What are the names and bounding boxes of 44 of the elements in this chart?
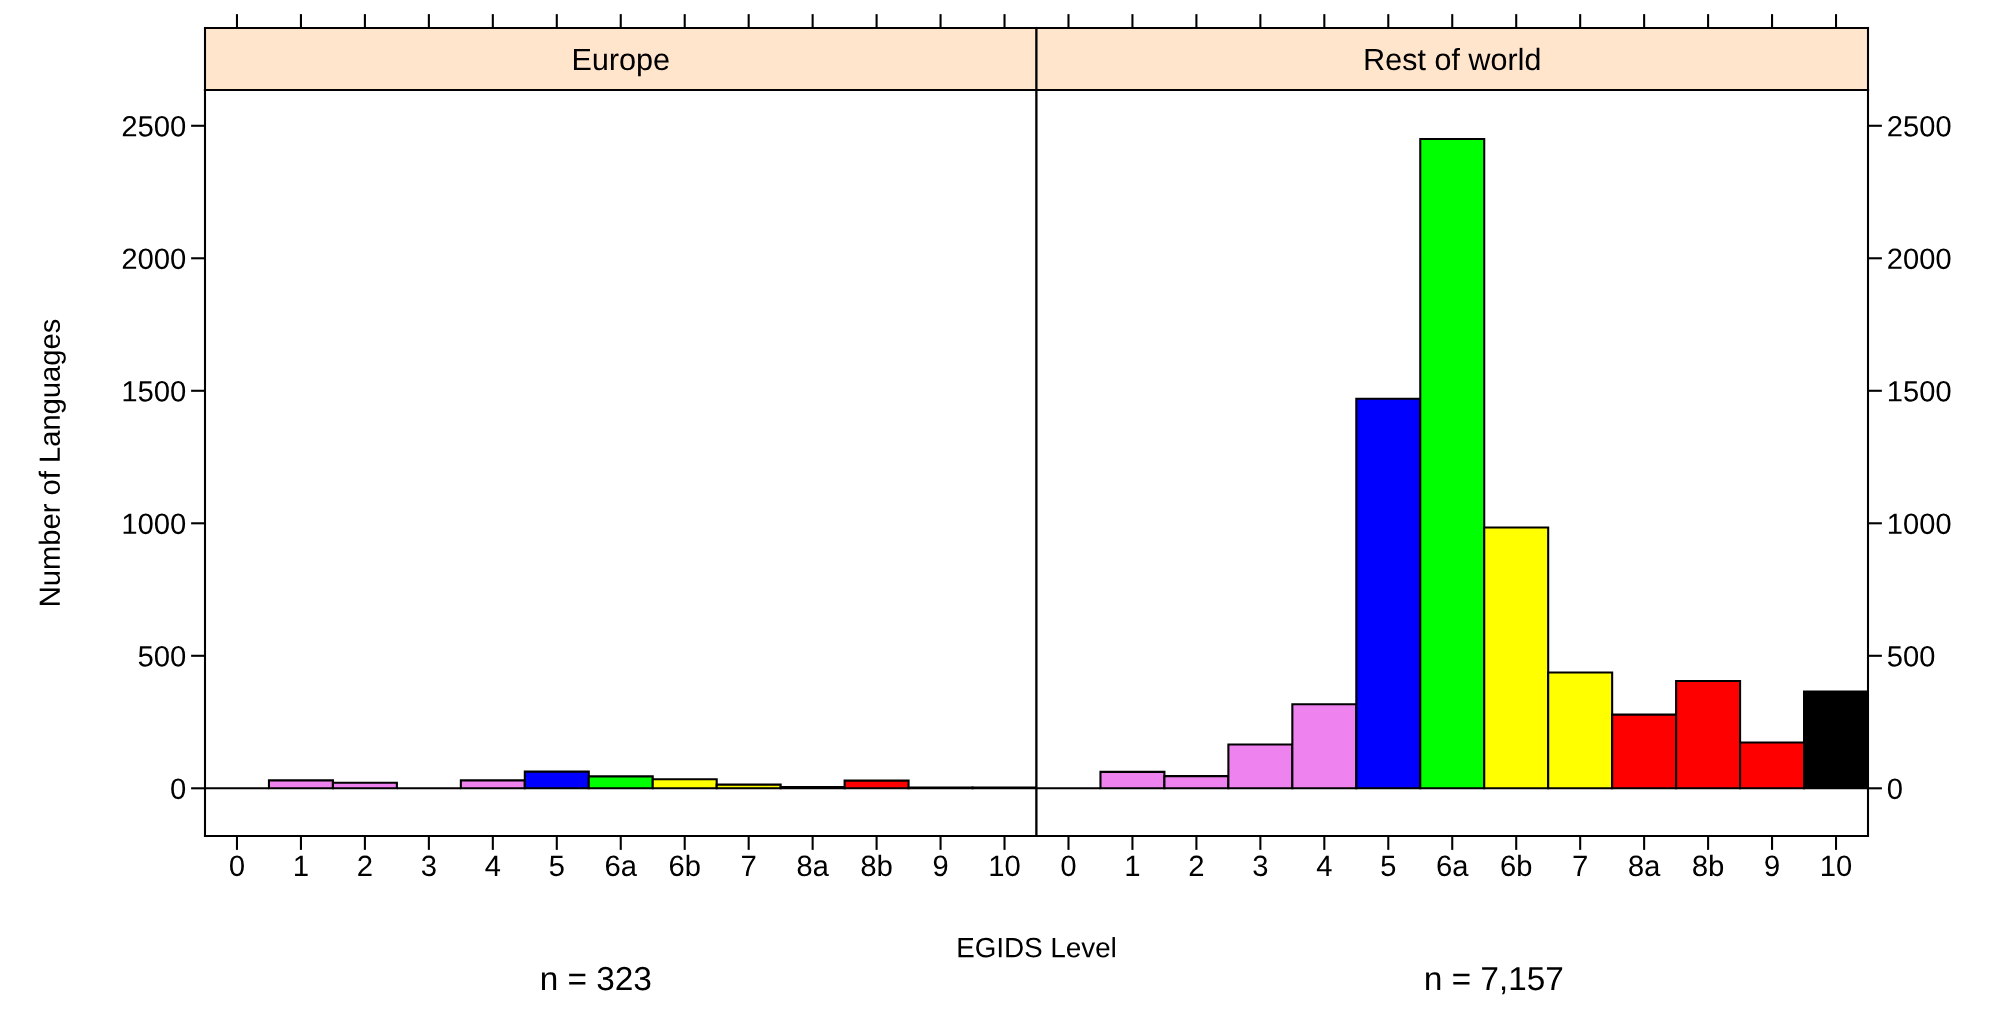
x-tick-label: 4: [485, 855, 501, 876]
x-tick-label: 6a: [606, 855, 637, 877]
x-tick-label: 10: [990, 855, 1020, 877]
y-tick-label: 0: [1887, 778, 1902, 800]
x-tick-label: 9: [933, 855, 948, 877]
text: n = 7,157: [1426, 967, 1563, 995]
x-tick-label: 1: [1126, 855, 1140, 876]
y-tick-label: 2000: [1888, 248, 1951, 270]
x-tick-label: 8a: [1629, 855, 1661, 877]
x-tick-label: 0: [1061, 855, 1076, 877]
text: n = 323: [541, 966, 651, 991]
chart-title: Rest of world: [1365, 47, 1540, 71]
x-tick-label: 1: [295, 855, 308, 876]
y-tick-label: 1500: [123, 380, 186, 402]
x-tick-label: 10: [1822, 855, 1852, 877]
y-tick-label: 2500: [1888, 115, 1951, 137]
x-tick-label: 3: [1253, 855, 1268, 877]
x-tick-label: 9: [1765, 855, 1779, 877]
x-tick-label: 5: [1381, 855, 1396, 877]
x-tick-label: 5: [549, 855, 564, 877]
x-tick-label: 8b: [1693, 854, 1724, 877]
x-tick-label: 7: [1573, 855, 1587, 876]
chart-title: Europe: [574, 48, 669, 77]
x-tick-label: 7: [742, 855, 756, 876]
x-tick-label: 2: [1189, 855, 1204, 876]
y-tick-label: 2000: [122, 248, 186, 270]
y-tick-label: 1000: [123, 513, 186, 535]
y-tick-label: 1500: [1888, 380, 1951, 402]
x-tick-label: 3: [421, 855, 436, 877]
x-tick-label: 0: [230, 855, 244, 877]
y-tick-label: 0: [171, 778, 186, 800]
y-axis-title: Number of Languages: [38, 319, 66, 605]
y-tick-label: 1000: [1888, 513, 1951, 535]
x-tick-label: 8a: [797, 855, 829, 877]
x-tick-label: 2: [358, 855, 372, 876]
x-axis-title: EGIDS Level: [958, 937, 1115, 958]
y-tick-label: 500: [138, 646, 186, 667]
x-tick-label: 6b: [669, 854, 700, 877]
y-tick-label: 500: [1887, 646, 1935, 667]
x-tick-label: 6b: [1501, 854, 1532, 877]
x-tick-label: 4: [1316, 855, 1332, 876]
y-tick-label: 2500: [122, 115, 186, 137]
x-tick-label: 8b: [861, 854, 892, 877]
x-tick-label: 6a: [1437, 855, 1469, 877]
